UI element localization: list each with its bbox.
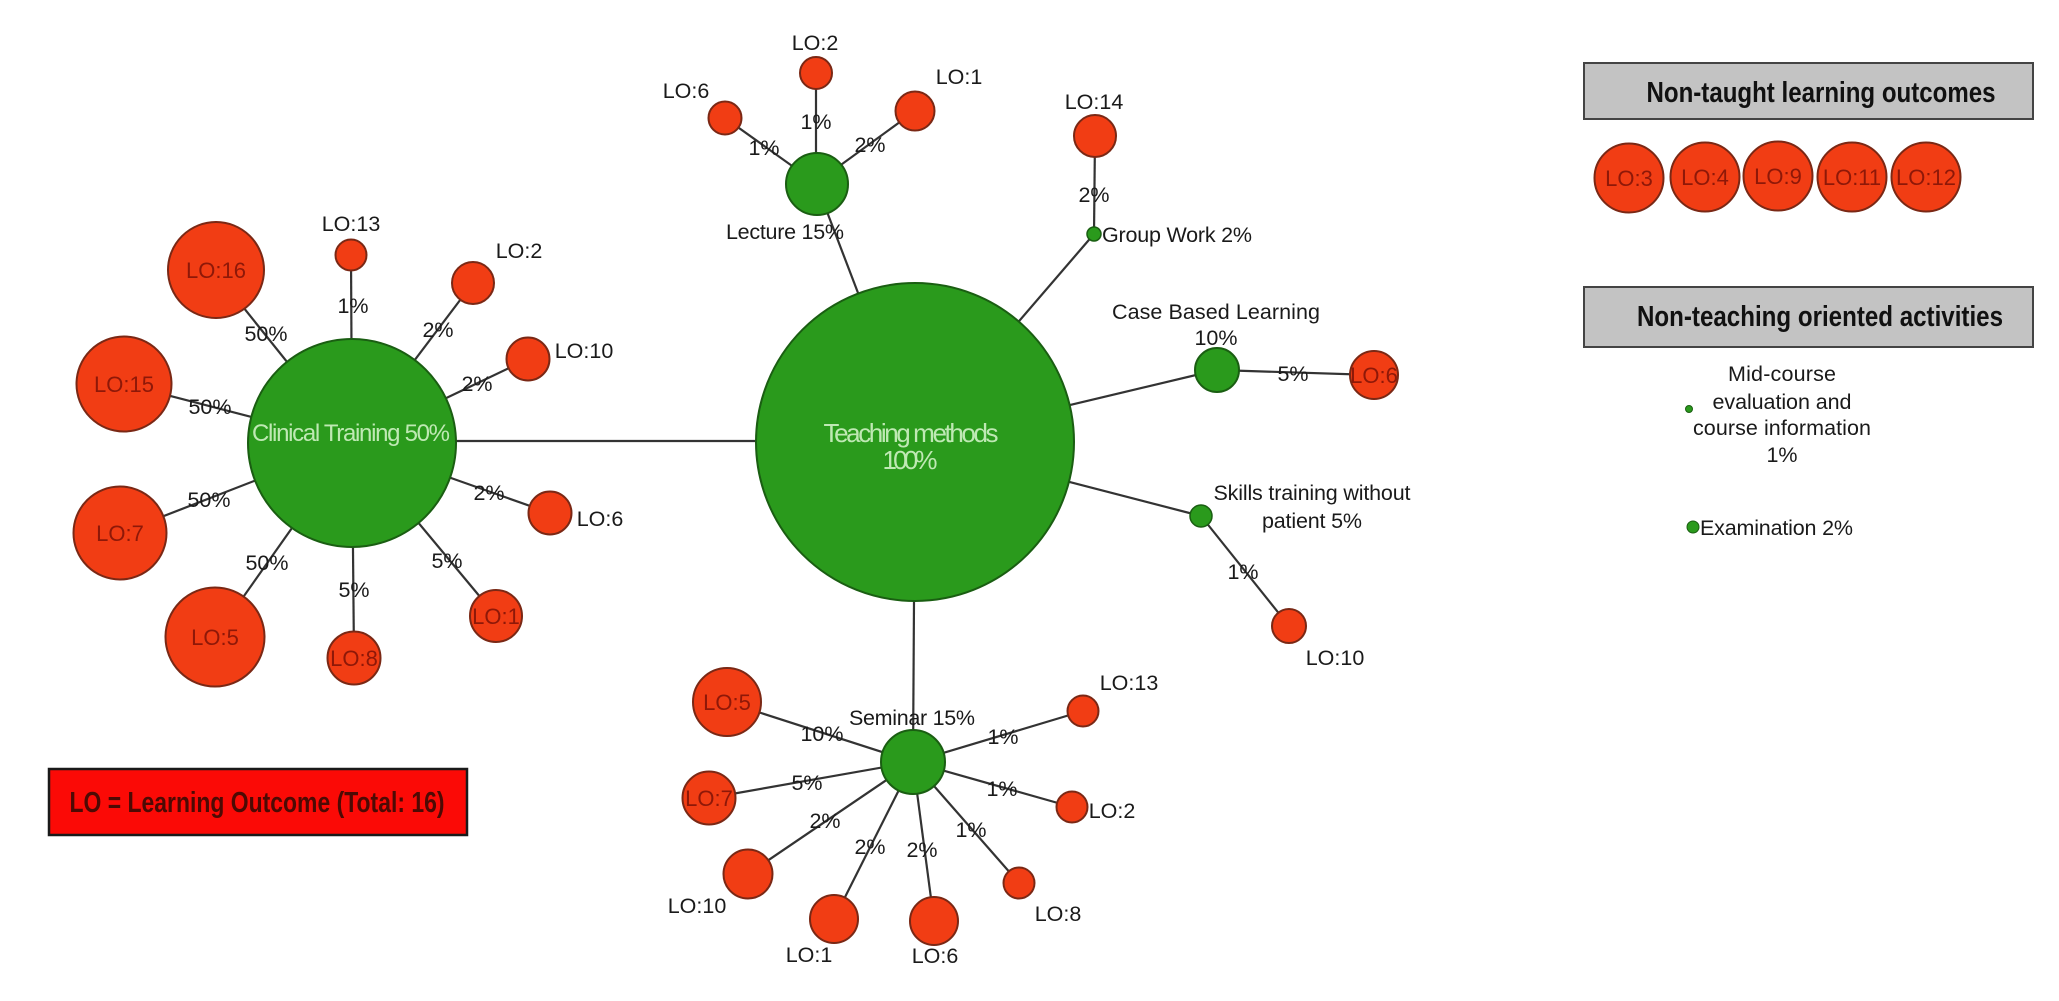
svg-text:LO:13: LO:13	[322, 212, 381, 236]
svg-text:Lecture 15%: Lecture 15%	[726, 220, 844, 244]
svg-text:Teaching methods: Teaching methods	[824, 418, 999, 448]
svg-text:5%: 5%	[791, 771, 822, 795]
svg-text:LO:4: LO:4	[1681, 165, 1729, 190]
svg-text:5%: 5%	[431, 549, 462, 573]
svg-text:Examination 2%: Examination 2%	[1700, 516, 1853, 540]
svg-text:course information: course information	[1693, 416, 1871, 440]
svg-text:Non-taught learning outcomes: Non-taught learning outcomes	[1647, 77, 1996, 109]
svg-text:Clinical Training 50%: Clinical Training 50%	[252, 420, 450, 447]
svg-text:Skills training without: Skills training without	[1214, 481, 1411, 505]
svg-text:LO:15: LO:15	[94, 372, 154, 397]
svg-text:2%: 2%	[422, 318, 453, 342]
svg-text:LO:10: LO:10	[668, 894, 727, 918]
svg-text:LO:8: LO:8	[330, 646, 378, 671]
svg-text:5%: 5%	[338, 578, 369, 602]
svg-text:LO:13: LO:13	[1100, 671, 1159, 695]
svg-text:LO:5: LO:5	[191, 625, 239, 650]
svg-text:10%: 10%	[800, 722, 843, 746]
svg-text:1%: 1%	[987, 725, 1018, 749]
svg-text:Group Work 2%: Group Work 2%	[1102, 223, 1252, 247]
svg-text:LO:1: LO:1	[472, 604, 520, 629]
svg-text:2%: 2%	[854, 133, 885, 157]
svg-text:50%: 50%	[245, 551, 288, 575]
svg-text:LO:2: LO:2	[792, 31, 839, 55]
svg-text:50%: 50%	[244, 322, 287, 346]
svg-text:1%: 1%	[800, 110, 831, 134]
svg-text:LO:5: LO:5	[703, 690, 751, 715]
svg-text:LO:14: LO:14	[1065, 90, 1124, 114]
svg-text:2%: 2%	[461, 372, 492, 396]
svg-text:1%: 1%	[955, 818, 986, 842]
svg-text:patient 5%: patient 5%	[1262, 509, 1362, 533]
svg-text:1%: 1%	[337, 294, 368, 318]
svg-text:LO:16: LO:16	[186, 258, 246, 283]
svg-text:LO:12: LO:12	[1896, 165, 1956, 190]
svg-text:2%: 2%	[809, 809, 840, 833]
svg-text:10%: 10%	[1194, 326, 1237, 350]
svg-text:LO:2: LO:2	[1089, 799, 1136, 823]
svg-text:LO:1: LO:1	[936, 65, 983, 89]
svg-text:2%: 2%	[473, 481, 504, 505]
svg-text:LO:1: LO:1	[786, 943, 833, 967]
svg-text:LO:6: LO:6	[663, 79, 710, 103]
svg-text:LO:8: LO:8	[1035, 902, 1082, 926]
svg-text:LO:11: LO:11	[1823, 165, 1881, 190]
svg-text:1%: 1%	[1766, 443, 1797, 467]
svg-text:LO:10: LO:10	[1306, 646, 1365, 670]
svg-text:2%: 2%	[854, 835, 885, 859]
svg-text:LO:7: LO:7	[685, 786, 733, 811]
svg-text:evaluation and: evaluation and	[1713, 390, 1852, 414]
svg-text:LO = Learning Outcome (Total:: LO = Learning Outcome (Total: 16)	[70, 787, 445, 819]
svg-text:LO:3: LO:3	[1605, 166, 1653, 191]
svg-text:2%: 2%	[906, 838, 937, 862]
svg-text:Case Based Learning: Case Based Learning	[1112, 300, 1320, 324]
svg-text:2%: 2%	[1078, 183, 1109, 207]
svg-text:LO:10: LO:10	[555, 339, 614, 363]
svg-text:Seminar 15%: Seminar 15%	[849, 706, 975, 730]
svg-text:50%: 50%	[188, 395, 231, 419]
svg-text:LO:6: LO:6	[1350, 363, 1398, 388]
svg-text:1%: 1%	[986, 777, 1017, 801]
svg-text:LO:6: LO:6	[577, 507, 624, 531]
svg-text:Mid-course: Mid-course	[1728, 362, 1836, 386]
svg-text:LO:6: LO:6	[912, 944, 959, 968]
svg-text:LO:2: LO:2	[496, 239, 543, 263]
svg-text:LO:9: LO:9	[1754, 164, 1802, 189]
svg-text:1%: 1%	[748, 136, 779, 160]
svg-text:50%: 50%	[187, 488, 230, 512]
svg-text:LO:7: LO:7	[96, 521, 144, 546]
svg-text:Non-teaching oriented activiti: Non-teaching oriented activities	[1637, 301, 2003, 333]
svg-text:5%: 5%	[1277, 362, 1308, 386]
svg-text:1%: 1%	[1227, 560, 1258, 584]
svg-text:100%: 100%	[883, 445, 938, 475]
